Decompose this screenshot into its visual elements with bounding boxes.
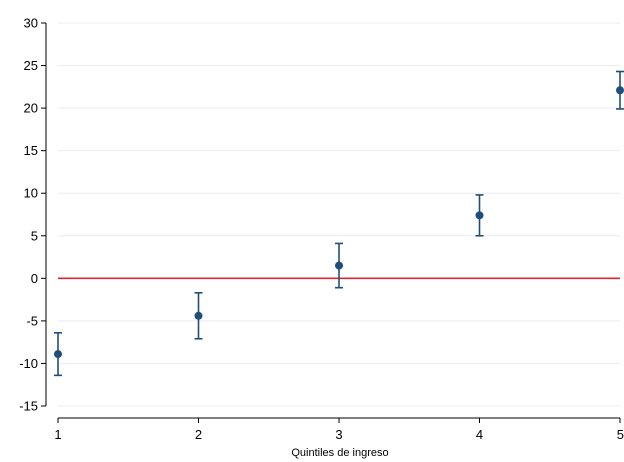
y-tick-label: 0 [31,271,38,286]
y-tick-label: -15 [19,399,38,414]
data-point [616,86,624,95]
x-tick-label: 3 [335,427,342,442]
y-tick-label: 10 [24,186,38,201]
y-tick-label: -10 [19,356,38,371]
x-tick-label: 2 [195,427,202,442]
data-point [335,261,343,270]
x-tick-label: 4 [476,427,483,442]
data-point [194,311,203,320]
x-axis-title: Quintiles de ingreso [291,447,388,459]
y-tick-label: 20 [24,101,38,116]
axes: -15 -10 -5 0 5 10 15 20 25 30 1 2 3 4 5 [19,16,624,443]
data-point [475,211,484,220]
y-tick-label: 15 [24,143,38,158]
data-point [54,350,62,359]
x-tick-label: 1 [54,427,61,442]
data-series [54,70,624,377]
y-tick-label: -5 [26,313,38,328]
y-tick-label: 30 [24,16,38,31]
y-tick-label: 25 [24,58,38,73]
x-tick-label: 5 [617,427,624,442]
grid-lines [58,22,620,407]
y-tick-label: 5 [31,228,38,243]
